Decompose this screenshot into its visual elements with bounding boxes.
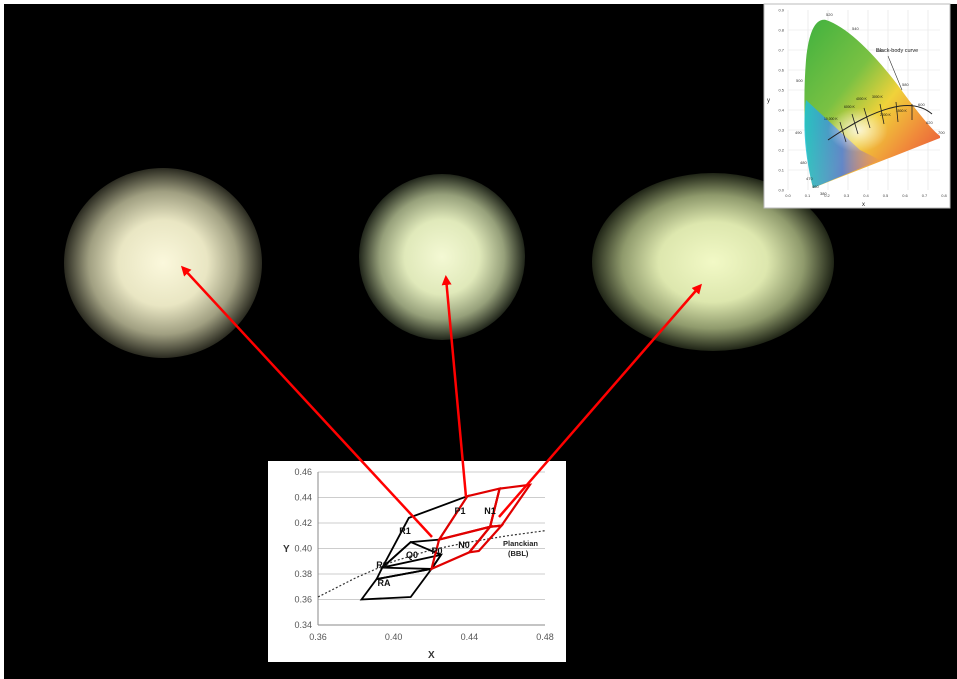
bin-label-r0: R0 [376, 560, 388, 570]
cie-y-tick: 0.7 [778, 48, 784, 53]
cie-temperature: 3000 K [872, 95, 883, 99]
cie-isotherms [839, 101, 913, 143]
led-spot-right [592, 173, 834, 351]
cie-wavelength: 490 [795, 130, 802, 135]
cie-wavelength: 580 [902, 82, 909, 87]
cie-y-ticks: 0.9 0.8 0.7 0.6 0.5 0.4 0.3 0.2 0.1 0.0 [778, 8, 784, 193]
cie-y-tick: 0.4 [778, 108, 784, 113]
y-tick-label: 0.40 [294, 544, 312, 554]
cie-x-tick: 0.7 [922, 193, 928, 198]
cie-wavelength: 700 [938, 130, 945, 135]
cie-y-tick: 0.6 [778, 68, 784, 73]
y-tick-label: 0.46 [294, 467, 312, 477]
cie-y-tick: 0.9 [778, 8, 784, 13]
cie-temperature: 1500 K [896, 109, 907, 113]
y-tick-label: 0.44 [294, 493, 312, 503]
bin-chart-x-ticks: 0.36 0.40 0.44 0.48 [309, 632, 554, 642]
bin-chart-y-ticks: 0.46 0.44 0.42 0.40 0.38 0.36 0.34 [294, 467, 312, 630]
x-tick-label: 0.48 [536, 632, 554, 642]
cie-blackbody-curve [827, 105, 933, 141]
cie-temperature: 6000 K [844, 105, 855, 109]
led-spot-center [359, 174, 525, 340]
cie-wavelength: 470 [806, 176, 813, 181]
cie-wavelength: 500 [796, 78, 803, 83]
cie-wavelength: 380 [820, 191, 827, 196]
cie-y-tick: 0.5 [778, 88, 784, 93]
bin-label-r1: R1 [399, 526, 411, 536]
cie-wavelength: 540 [852, 26, 859, 31]
arrow-to-center-spot [441, 275, 468, 498]
bin-label-p0: P0 [431, 546, 442, 556]
cie-y-tick: 0.2 [778, 148, 784, 153]
bin-label-p1: P1 [454, 506, 465, 516]
led-spot-left [64, 168, 262, 358]
cie-y-tick: 0.0 [778, 188, 784, 193]
bin-chart-x-label: X [428, 650, 435, 661]
cie-inset: Black-body curve y x 0.90.80.70.60.50.40… [763, 3, 951, 209]
bin-n1 [488, 483, 533, 529]
cie-x-tick: 0.5 [883, 193, 889, 198]
cie-wavelength: 460 [812, 184, 819, 189]
bin-chart: 0.460.440.420.400.380.360.34 0.36 0.40 0.4… [268, 461, 566, 662]
arrow-to-right-spot [498, 283, 702, 518]
planckian-sublabel: (BBL) [508, 549, 529, 558]
cie-y-axis-letter: y [767, 98, 770, 104]
planckian-label: Planckian [503, 539, 538, 548]
cie-temperature: 2000 K [880, 113, 891, 117]
cie-x-tick: 0.0 [785, 193, 791, 198]
cie-wavelength: 620 [926, 120, 933, 125]
cie-wavelength: 600 [918, 102, 925, 107]
cie-y-tick: 0.1 [778, 168, 784, 173]
bin-polygons [359, 483, 533, 601]
cie-y-tick: 0.8 [778, 28, 784, 33]
cie-x-axis-letter: x [862, 202, 865, 208]
cie-white-point [828, 108, 888, 152]
cie-wavelength: 480 [800, 160, 807, 165]
cie-y-tick: 0.3 [778, 128, 784, 133]
y-tick-label: 0.38 [294, 569, 312, 579]
y-tick-label: 0.34 [294, 620, 312, 630]
bin-label-ra: RA [378, 578, 391, 588]
planckian-curve [317, 530, 546, 598]
cie-wavelength: 560 [876, 48, 883, 53]
cie-wavelength: 520 [826, 12, 833, 17]
bin-labels: R1 P1 N1 R0 Q0 P0 N0 RA [376, 506, 496, 588]
x-tick-label: 0.40 [385, 632, 403, 642]
arrow-to-left-spot [180, 265, 433, 538]
cie-x-tick: 0.1 [805, 193, 811, 198]
cie-temperature: 10,000 K [824, 117, 838, 121]
bin-label-n1: N1 [484, 506, 496, 516]
cie-x-tick: 0.3 [844, 193, 850, 198]
cie-x-ticks: 0.0 0.1 0.2 0.3 0.4 0.5 0.6 0.7 0.8 [785, 193, 947, 198]
cie-x-tick: 0.2 [824, 193, 830, 198]
cie-curve-pointer [887, 55, 903, 91]
x-tick-label: 0.36 [309, 632, 327, 642]
cie-x-tick: 0.8 [941, 193, 947, 198]
cie-x-tick: 0.4 [863, 193, 869, 198]
cie-temperature: 4000 K [856, 97, 867, 101]
y-tick-label: 0.36 [294, 595, 312, 605]
bin-label-q0: Q0 [406, 550, 418, 560]
x-tick-label: 0.44 [461, 632, 479, 642]
cie-curve-label: Black-body curve [876, 48, 918, 54]
y-tick-label: 0.42 [294, 518, 312, 528]
bin-chart-y-label: Y [283, 544, 290, 555]
cie-x-tick: 0.6 [902, 193, 908, 198]
bin-chart-gridlines [318, 471, 545, 600]
bin-label-n0: N0 [458, 540, 470, 550]
arrows [180, 265, 702, 538]
